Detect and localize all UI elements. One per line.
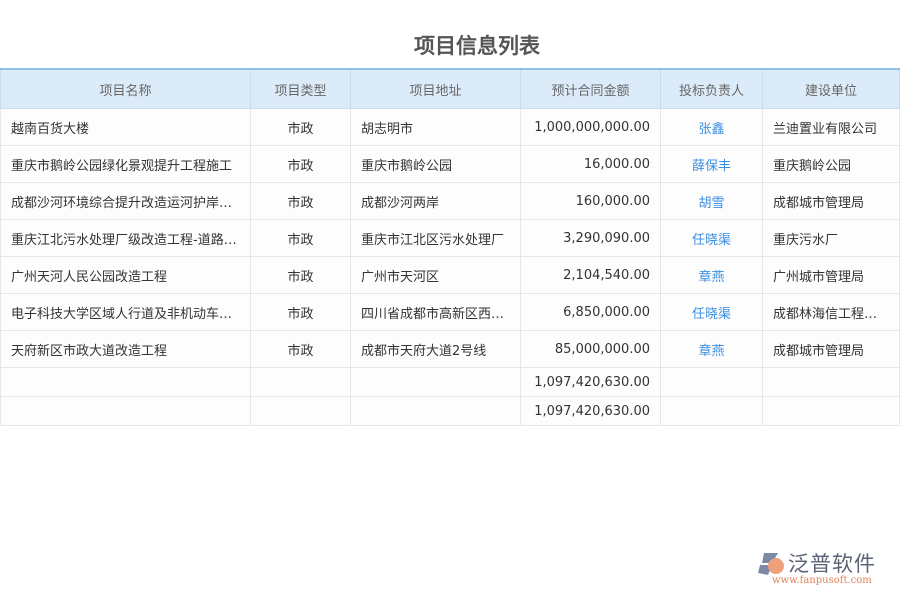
table-row[interactable]: 电子科技大学区域人行道及非机动车… 市政 四川省成都市高新区西… 6,850,000.… — [0, 293, 900, 331]
table-cell: 16,000.00 — [520, 145, 661, 183]
table-cell — [660, 396, 763, 426]
table-cell: 重庆江北污水处理厂级改造工程-道路… — [0, 219, 251, 257]
page-title: 项目信息列表 — [414, 34, 540, 58]
column-header[interactable]: 项目类型 — [250, 68, 351, 109]
table-cell: 市政 — [250, 182, 351, 220]
table-cell: 成都沙河两岸 — [350, 182, 521, 220]
bid-owner-link[interactable]: 任晓渠 — [660, 219, 763, 257]
bid-owner-link[interactable]: 薛保丰 — [660, 145, 763, 183]
table-row[interactable]: 越南百货大楼 市政 胡志明市 1,000,000,000.00 张鑫 兰迪置业有限公司 — [0, 108, 900, 146]
table-header: 项目名称 项目类型 项目地址 预计合同金额 投标负责人 建设单位 — [0, 68, 900, 109]
table-cell — [350, 396, 521, 426]
table-cell: 广州市天河区 — [350, 256, 521, 294]
table-cell: 市政 — [250, 108, 351, 146]
table-cell: 重庆市鹅岭公园 — [350, 145, 521, 183]
table-row[interactable]: 广州天河人民公园改造工程 市政 广州市天河区 2,104,540.00 章燕 广州城市管理… — [0, 256, 900, 294]
fanpusoft-logo: 泛普软件 www.fanpusoft.com — [758, 548, 888, 592]
table-cell: 广州天河人民公园改造工程 — [0, 256, 251, 294]
table-cell: 成都林海信工程… — [762, 293, 900, 331]
logo-url: www.fanpusoft.com — [772, 575, 872, 586]
table-row[interactable]: 成都沙河环境综合提升改造运河护岸… 市政 成都沙河两岸 160,000.00 胡雪 成都城… — [0, 182, 900, 220]
project-table: 项目名称 项目类型 项目地址 预计合同金额 投标负责人 建设单位 越南百货大楼 市政 胡志明市… — [0, 68, 900, 426]
table-cell: 85,000,000.00 — [520, 330, 661, 368]
table-cell: 越南百货大楼 — [0, 108, 251, 146]
table-cell: 兰迪置业有限公司 — [762, 108, 900, 146]
table-cell: 成都市天府大道2号线 — [350, 330, 521, 368]
table-row[interactable]: 天府新区市政大道改造工程 市政 成都市天府大道2号线 85,000,000.00 章燕成… — [0, 330, 900, 368]
column-header[interactable]: 项目地址 — [350, 68, 521, 109]
table-cell: 重庆市江北区污水处理厂 — [350, 219, 521, 257]
table-cell: 成都沙河环境综合提升改造运河护岸… — [0, 182, 251, 220]
table-cell: 广州城市管理局 — [762, 256, 900, 294]
table-row[interactable]: 重庆市鹅岭公园绿化景观提升工程施工 市政 重庆市鹅岭公园 16,000.00 薛保丰 重庆… — [0, 145, 900, 183]
table-cell: 电子科技大学区域人行道及非机动车… — [0, 293, 251, 331]
table-cell: 四川省成都市高新区西… — [350, 293, 521, 331]
logo-name: 泛普软件 — [788, 552, 876, 576]
total-amount: 1,097,420,630.00 — [520, 367, 661, 397]
total-amount: 1,097,420,630.00 — [520, 396, 661, 426]
table-cell: 3,290,090.00 — [520, 219, 661, 257]
column-header[interactable]: 建设单位 — [762, 68, 900, 109]
table-cell: 6,850,000.00 — [520, 293, 661, 331]
table-cell — [350, 367, 521, 397]
table-row[interactable]: 重庆江北污水处理厂级改造工程-道路… 市政 重庆市江北区污水处理厂 3,290,090… — [0, 219, 900, 257]
table-cell: 市政 — [250, 293, 351, 331]
bid-owner-link[interactable]: 章燕 — [660, 256, 763, 294]
table-cell: 重庆市鹅岭公园绿化景观提升工程施工 — [0, 145, 251, 183]
table-cell — [660, 367, 763, 397]
bid-owner-link[interactable]: 章燕 — [660, 330, 763, 368]
bid-owner-link[interactable]: 张鑫 — [660, 108, 763, 146]
logo-icon — [758, 553, 784, 575]
bid-owner-link[interactable]: 任晓渠 — [660, 293, 763, 331]
table-cell: 2,104,540.00 — [520, 256, 661, 294]
table-cell — [250, 367, 351, 397]
table-cell: 成都城市管理局 — [762, 182, 900, 220]
table-cell: 160,000.00 — [520, 182, 661, 220]
column-header[interactable]: 项目名称 — [0, 68, 251, 109]
total-row: 1,097,420,630.00 — [0, 396, 900, 426]
table-cell: 重庆鹅岭公园 — [762, 145, 900, 183]
table-cell — [0, 396, 251, 426]
table-cell: 市政 — [250, 219, 351, 257]
column-header[interactable]: 预计合同金额 — [520, 68, 661, 109]
table-cell: 胡志明市 — [350, 108, 521, 146]
table-cell: 成都城市管理局 — [762, 330, 900, 368]
table-cell — [762, 367, 900, 397]
table-cell — [762, 396, 900, 426]
table-cell: 市政 — [250, 256, 351, 294]
bid-owner-link[interactable]: 胡雪 — [660, 182, 763, 220]
table-cell: 天府新区市政大道改造工程 — [0, 330, 251, 368]
table-cell: 市政 — [250, 330, 351, 368]
table-cell: 1,000,000,000.00 — [520, 108, 661, 146]
total-row: 1,097,420,630.00 — [0, 367, 900, 397]
table-cell: 市政 — [250, 145, 351, 183]
column-header[interactable]: 投标负责人 — [660, 68, 763, 109]
table-cell — [250, 396, 351, 426]
table-cell: 重庆污水厂 — [762, 219, 900, 257]
table-cell — [0, 367, 251, 397]
